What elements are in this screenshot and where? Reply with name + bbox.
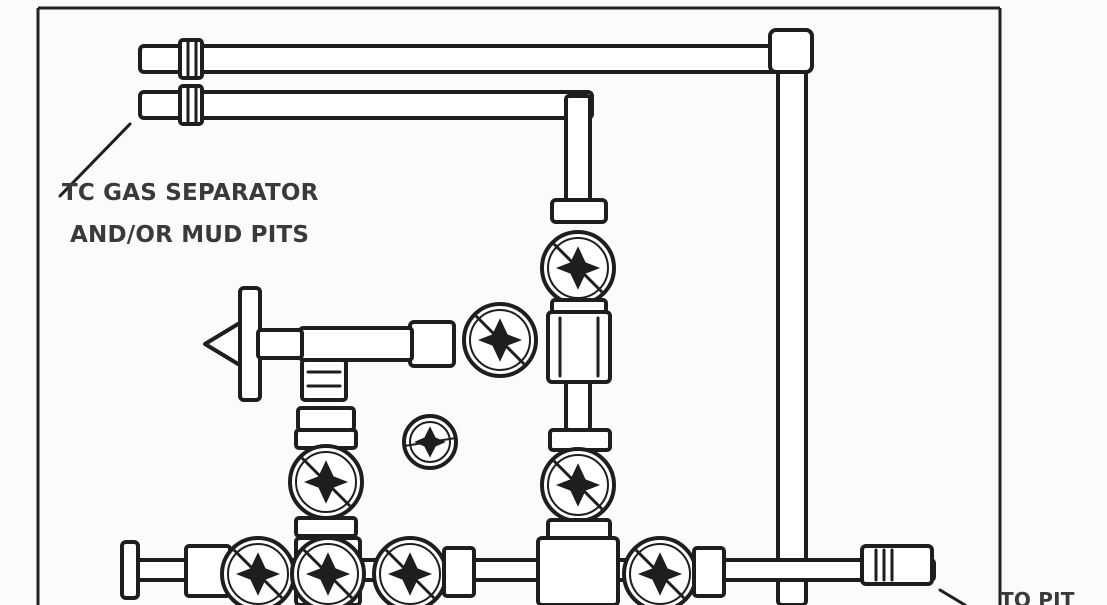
header-center-cross <box>290 536 366 605</box>
upper-return-pipe <box>138 38 792 80</box>
riser-cross-fitting <box>546 310 612 384</box>
header-right-cross <box>536 536 620 605</box>
upper-riser-valve <box>540 198 616 316</box>
header-valve-left <box>184 536 296 605</box>
adjustable-choke <box>203 286 348 402</box>
left-stack-valve <box>288 406 364 538</box>
bypass-vertical-pipe <box>768 28 814 605</box>
diagram-frame <box>36 6 1002 605</box>
gas-separator-label-line2: AND/OR MUD PITS <box>70 222 310 248</box>
header-valve-right <box>622 536 726 605</box>
right-stack-valve <box>540 428 616 542</box>
gas-separator-label-line1: TC GAS SEPARATOR <box>62 180 319 206</box>
lower-return-pipe <box>138 84 594 126</box>
cut-off-pit-label: TO PIT <box>1000 588 1075 605</box>
spare-handwheel <box>402 414 458 470</box>
header-valve-center <box>372 536 476 605</box>
label-leader-lines <box>58 122 967 605</box>
